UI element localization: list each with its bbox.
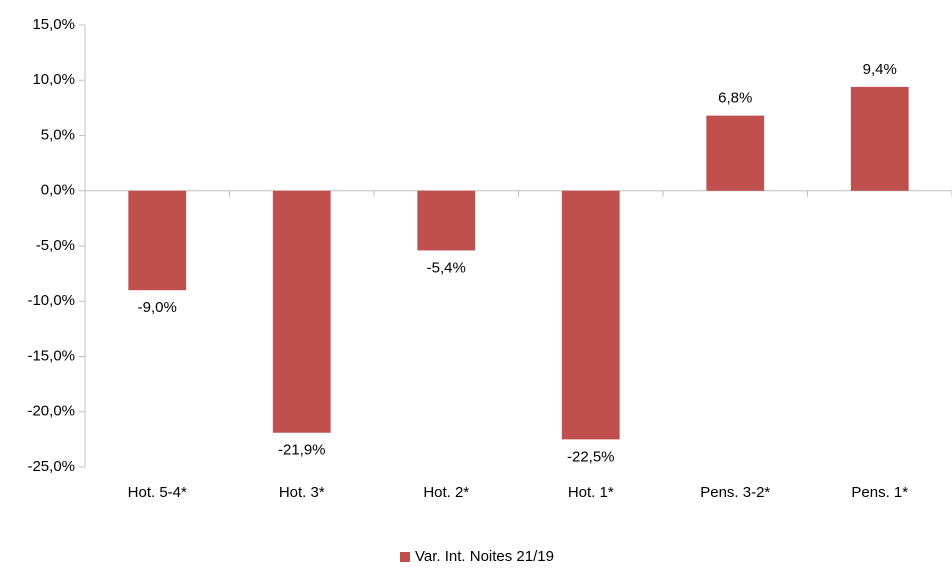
x-tick-label: Hot. 2* xyxy=(423,484,469,501)
bar xyxy=(850,86,909,191)
y-tick-label: 5,0% xyxy=(41,126,75,143)
data-label: 9,4% xyxy=(863,61,897,78)
y-tick-label: 0,0% xyxy=(41,182,75,199)
legend-label: Var. Int. Noites 21/19 xyxy=(415,548,554,565)
y-tick-label: -15,0% xyxy=(27,347,75,364)
data-label: -9,0% xyxy=(138,299,177,316)
x-tick-label: Hot. 1* xyxy=(568,484,614,501)
bar xyxy=(417,190,476,251)
data-label: -5,4% xyxy=(427,259,466,276)
bar xyxy=(706,115,765,191)
y-tick-label: -5,0% xyxy=(36,237,75,254)
x-tick-label: Hot. 3* xyxy=(279,484,325,501)
y-tick-label: -25,0% xyxy=(27,458,75,475)
x-tick-label: Pens. 1* xyxy=(851,484,908,501)
data-label: 6,8% xyxy=(718,90,752,107)
x-tick-label: Hot. 5-4* xyxy=(128,484,187,501)
bar xyxy=(128,190,187,291)
data-label: -21,9% xyxy=(278,442,326,459)
x-tick-label: Pens. 3-2* xyxy=(700,484,770,501)
bar xyxy=(561,190,620,440)
y-tick-label: 15,0% xyxy=(32,16,75,33)
y-tick-label: 10,0% xyxy=(32,71,75,88)
bar xyxy=(272,190,331,433)
data-label: -22,5% xyxy=(567,448,615,465)
legend-swatch xyxy=(400,552,410,562)
y-tick-label: -10,0% xyxy=(27,292,75,309)
y-tick-label: -20,0% xyxy=(27,403,75,420)
